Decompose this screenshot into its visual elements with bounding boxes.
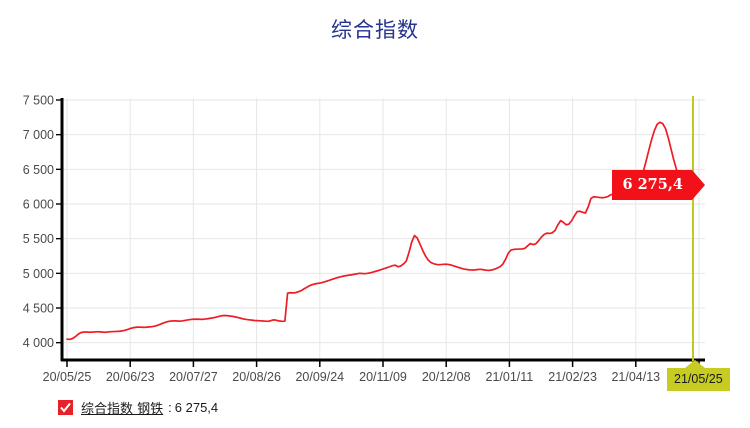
series-line-composite-index — [66, 121, 694, 341]
svg-text:20/09/24: 20/09/24 — [295, 370, 344, 384]
svg-text:6 000: 6 000 — [23, 198, 54, 212]
svg-text:20/05/25: 20/05/25 — [43, 370, 92, 384]
legend-series-value: 6 275,4 — [174, 400, 219, 415]
svg-text:7 000: 7 000 — [23, 128, 54, 142]
svg-text:21/01/11: 21/01/11 — [486, 370, 534, 384]
svg-text:6 500: 6 500 — [23, 163, 54, 177]
svg-text:5 500: 5 500 — [23, 232, 54, 246]
check-icon — [60, 402, 71, 413]
svg-text:5 000: 5 000 — [23, 267, 54, 281]
cursor-tab-notch — [685, 360, 705, 368]
value-callout-label: 6 275,4 — [622, 176, 683, 194]
svg-text:20/07/27: 20/07/27 — [169, 370, 218, 384]
svg-text:4 500: 4 500 — [23, 302, 54, 316]
svg-text:21/02/23: 21/02/23 — [548, 370, 597, 384]
legend: 综合指数 钢铁 : 6 275,4 — [58, 398, 218, 417]
legend-checkbox[interactable] — [58, 400, 73, 415]
svg-text:20/08/26: 20/08/26 — [232, 370, 281, 384]
y-axis-tick-labels: 4 000 4 500 5 000 5 500 6 000 6 500 7 000 7 500 — [23, 94, 54, 351]
svg-text:7 500: 7 500 — [23, 94, 54, 108]
svg-text:20/06/23: 20/06/23 — [106, 370, 155, 384]
value-callout-arrow — [692, 169, 705, 200]
chart-title: 综合指数 — [331, 18, 419, 42]
value-callout: 6 275,4 — [612, 169, 705, 200]
cursor-date-label: 21/05/25 — [674, 372, 723, 386]
svg-text:4 000: 4 000 — [23, 336, 54, 350]
cursor-date-tab[interactable]: 21/05/25 — [667, 360, 730, 391]
gridlines — [62, 98, 705, 360]
svg-text:20/11/09: 20/11/09 — [359, 370, 407, 384]
legend-series-name[interactable]: 综合指数 钢铁 — [81, 402, 164, 417]
x-axis-tick-labels: 20/05/25 20/06/23 20/07/27 20/08/26 20/09/24… — [43, 370, 703, 384]
legend-separator: : — [168, 400, 172, 415]
svg-text:20/12/08: 20/12/08 — [422, 370, 471, 384]
svg-text:21/04/13: 21/04/13 — [611, 370, 660, 384]
